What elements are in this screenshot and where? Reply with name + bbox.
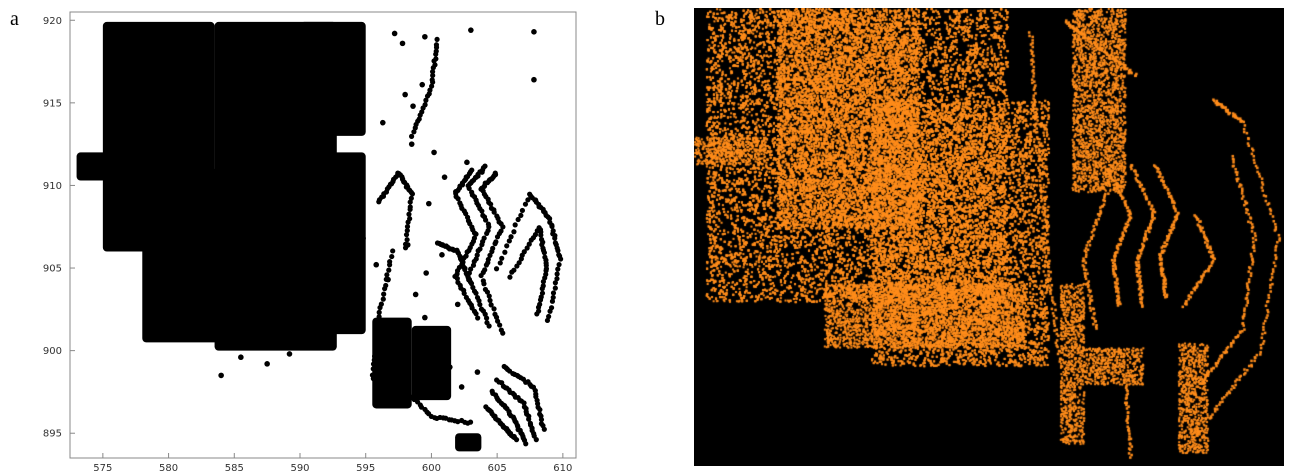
x-tick-label: 575 (93, 463, 112, 474)
x-tick-label: 605 (488, 463, 507, 474)
y-tick-label: 905 (43, 264, 62, 275)
scatter-point (468, 27, 474, 33)
dense-point-region-4 (76, 152, 143, 181)
x-tick-label: 610 (553, 463, 572, 474)
plot-a-points (76, 21, 564, 452)
scatter-point (402, 91, 408, 98)
y-tick-label: 895 (43, 429, 62, 440)
scatter-point (412, 291, 419, 298)
scatter-point (458, 384, 465, 390)
dense-point-region-5 (300, 21, 366, 136)
y-tick-label: 900 (43, 346, 62, 357)
dense-point-region-8 (411, 325, 452, 401)
scatter-point (454, 301, 461, 308)
scatter-point (439, 252, 445, 258)
scatter-point (447, 364, 453, 370)
y-tick-label: 915 (43, 98, 62, 109)
contour-points-3 (478, 170, 506, 336)
dense-point-region-9 (455, 433, 482, 452)
scatter-point (404, 242, 411, 248)
contour-points-14 (396, 381, 474, 426)
x-tick-label: 595 (356, 463, 375, 474)
scatter-point (441, 174, 448, 180)
dense-point-region-6 (326, 152, 366, 335)
scatter-point (422, 33, 428, 40)
contour-points-8 (489, 388, 529, 447)
scatter-point (422, 314, 428, 321)
scatter-point (531, 29, 537, 35)
scatter-point (286, 351, 293, 357)
scatter-plot-a: 575 580 585 590 595 600 605 610 895 900 905 910 915 9… (43, 11, 577, 474)
x-tick-label: 590 (290, 463, 309, 474)
scatter-point (356, 113, 362, 119)
scatter-point (410, 103, 416, 109)
y-tick-label: 910 (43, 181, 62, 192)
scatter-point (310, 342, 316, 349)
scatter-point (431, 149, 437, 156)
scatter-point (352, 212, 359, 218)
scatter-point (373, 261, 380, 268)
scatter-point (399, 40, 406, 47)
scatter-point (385, 276, 391, 283)
contour-points-5 (507, 225, 550, 317)
contour-points-1 (452, 167, 481, 321)
scatter-point (391, 30, 398, 37)
x-tick-label: 600 (422, 463, 441, 474)
scatter-point (531, 76, 537, 83)
contour-points-7 (494, 377, 539, 443)
scatter-point (464, 159, 470, 166)
dense-point-region-3 (142, 168, 248, 343)
plot-a-ticks: 575 580 585 590 595 600 605 610 895 900 905 910 915 9… (43, 16, 572, 474)
panel-a-label: a (10, 8, 19, 30)
contour-points-12 (408, 36, 440, 139)
scatter-point (360, 235, 366, 242)
contour-points-6 (501, 363, 547, 432)
panel-b-label: b (655, 8, 665, 30)
scatter-plot-b (694, 8, 1284, 466)
scatter-point (218, 372, 224, 379)
y-tick-label: 920 (43, 16, 62, 27)
contour-points-13 (434, 240, 474, 285)
scatter-point (426, 200, 432, 207)
scatter-point (380, 119, 386, 126)
scatter-point (238, 354, 244, 361)
scatter-point (474, 369, 481, 375)
scatter-point (419, 81, 426, 88)
scatter-point (408, 141, 415, 147)
x-tick-label: 585 (225, 463, 244, 474)
scatter-point (264, 361, 270, 367)
scatter-point (423, 270, 429, 276)
x-tick-label: 580 (159, 463, 178, 474)
contour-points-4 (493, 191, 564, 324)
contour-points-9 (483, 404, 520, 443)
